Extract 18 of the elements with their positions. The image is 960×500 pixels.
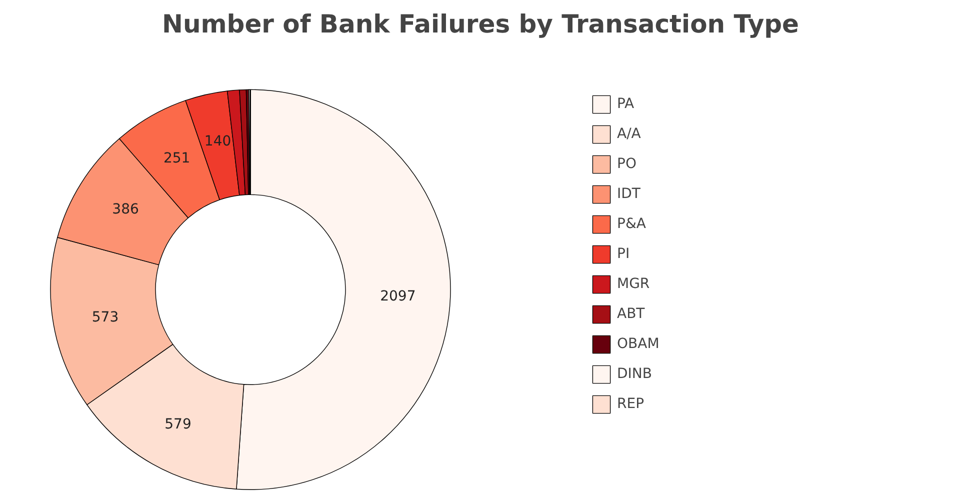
- legend-label: PI: [617, 246, 631, 262]
- legend-label: OBAM: [617, 336, 660, 352]
- data-label: 140: [204, 134, 232, 150]
- data-label: 386: [112, 202, 139, 218]
- legend-label: IDT: [617, 186, 640, 202]
- legend-label: MGR: [617, 276, 650, 292]
- chart-title: Number of Bank Failures by Transaction Type: [162, 10, 799, 38]
- legend-label: A/A: [617, 126, 641, 142]
- data-label: 2097: [380, 288, 416, 305]
- legend-label: ABT: [617, 306, 645, 322]
- legend-label: PO: [617, 156, 637, 172]
- data-label: 579: [164, 416, 192, 433]
- legend-label: PA: [617, 96, 636, 112]
- data-label: 251: [163, 150, 190, 166]
- legend-label: P&A: [617, 216, 646, 232]
- legend-label: DINB: [617, 366, 652, 382]
- legend-label: REP: [617, 396, 644, 412]
- data-label: 573: [92, 310, 119, 326]
